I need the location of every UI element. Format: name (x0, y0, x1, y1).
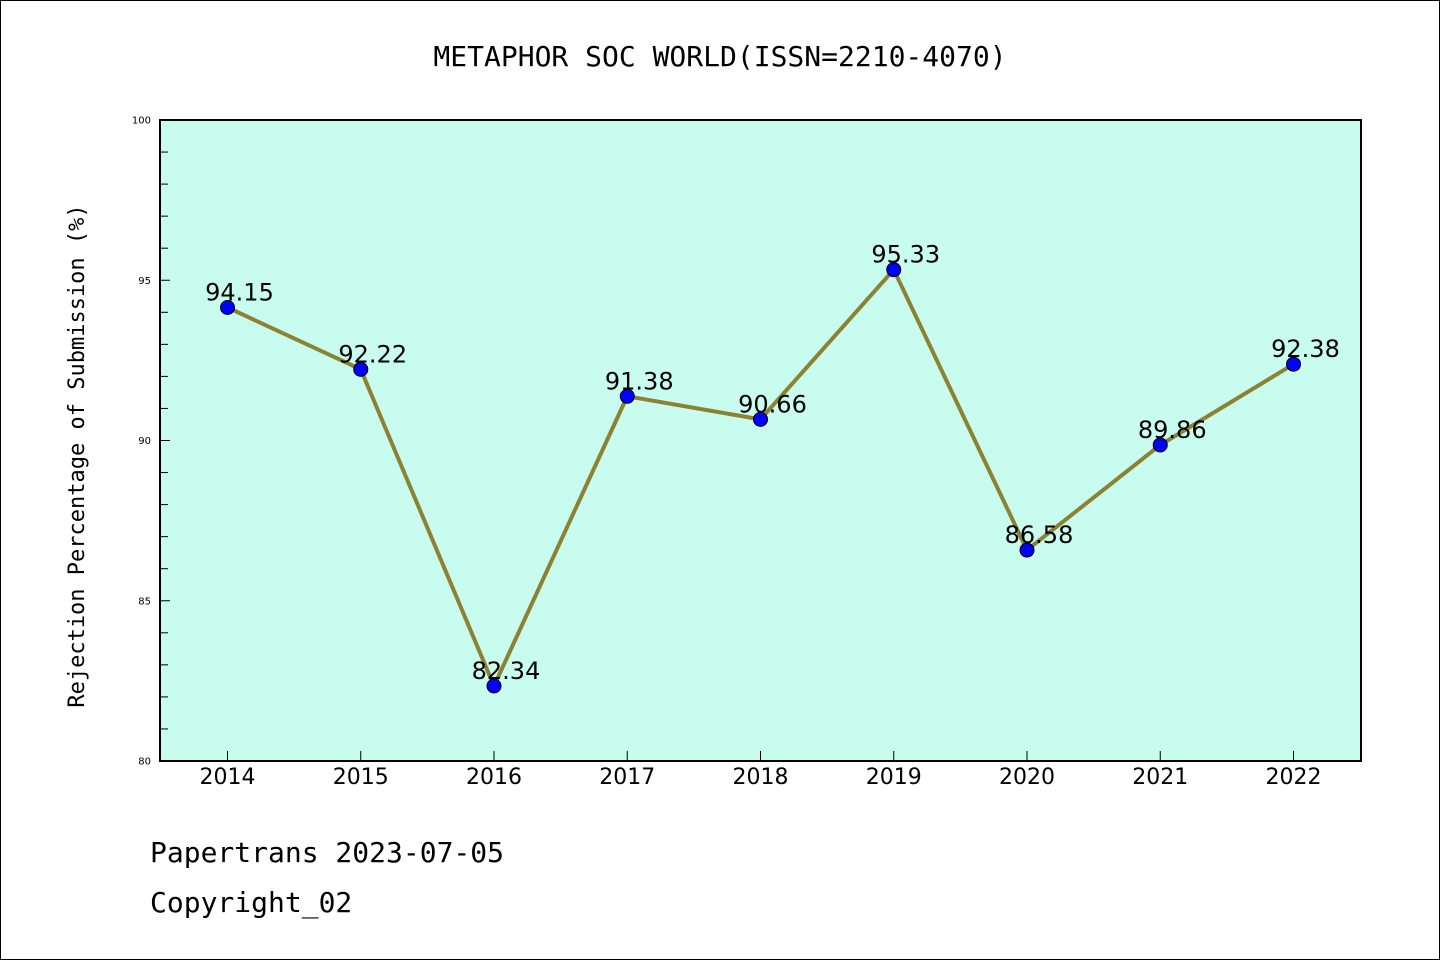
y-axis-label: Rejection Percentage of Submission (%) (65, 204, 90, 707)
data-label: 95.33 (871, 241, 940, 269)
x-tick-label: 2022 (1266, 765, 1322, 790)
data-point (486, 678, 502, 694)
y-tick-label: 80 (138, 757, 151, 768)
data-points (220, 262, 1301, 694)
x-tick-label: 2019 (866, 765, 922, 790)
data-point (220, 299, 235, 315)
x-tick-label: 2015 (333, 765, 389, 790)
data-point (1019, 542, 1035, 558)
x-tick-label: 2018 (733, 765, 789, 790)
y-tick-label: 90 (138, 436, 151, 447)
data-label: 92.38 (1271, 335, 1340, 363)
x-tick-label: 2017 (599, 765, 655, 790)
y-tick-label: 95 (138, 276, 151, 287)
y-tick-label: 85 (138, 596, 151, 607)
data-label: 82.34 (472, 657, 541, 685)
data-label: 92.22 (338, 340, 407, 368)
x-tick-label: 2016 (466, 765, 522, 790)
data-labels: 94.15 92.22 82.34 91.38 90.66 95.33 86.58 89.86… (205, 241, 1340, 685)
data-label: 90.66 (738, 390, 807, 418)
data-label: 86.58 (1005, 521, 1074, 549)
footer-date: Papertrans 2023-07-05 (150, 836, 505, 869)
x-tick-label: 2021 (1132, 765, 1188, 790)
footer-copyright: Copyright_02 (150, 886, 353, 919)
data-label: 89.86 (1138, 416, 1207, 444)
data-point (619, 388, 635, 404)
data-point (753, 411, 768, 427)
data-point (886, 262, 902, 278)
data-label: 94.15 (205, 278, 274, 306)
x-tick-label: 2020 (999, 765, 1055, 790)
data-label: 91.38 (605, 367, 674, 395)
x-tick-label: 2014 (200, 765, 256, 790)
chart-title: METAPHOR SOC WORLD(ISSN=2210-4070) (433, 40, 1006, 73)
data-point (1286, 356, 1301, 372)
y-axis: 80 85 90 95 100 (132, 116, 170, 768)
x-axis: 2014 2015 2016 2017 2018 2019 2020 2021 2022 (200, 751, 1322, 790)
data-point (353, 361, 369, 377)
y-tick-label: 100 (132, 116, 151, 127)
data-point (1152, 437, 1168, 453)
